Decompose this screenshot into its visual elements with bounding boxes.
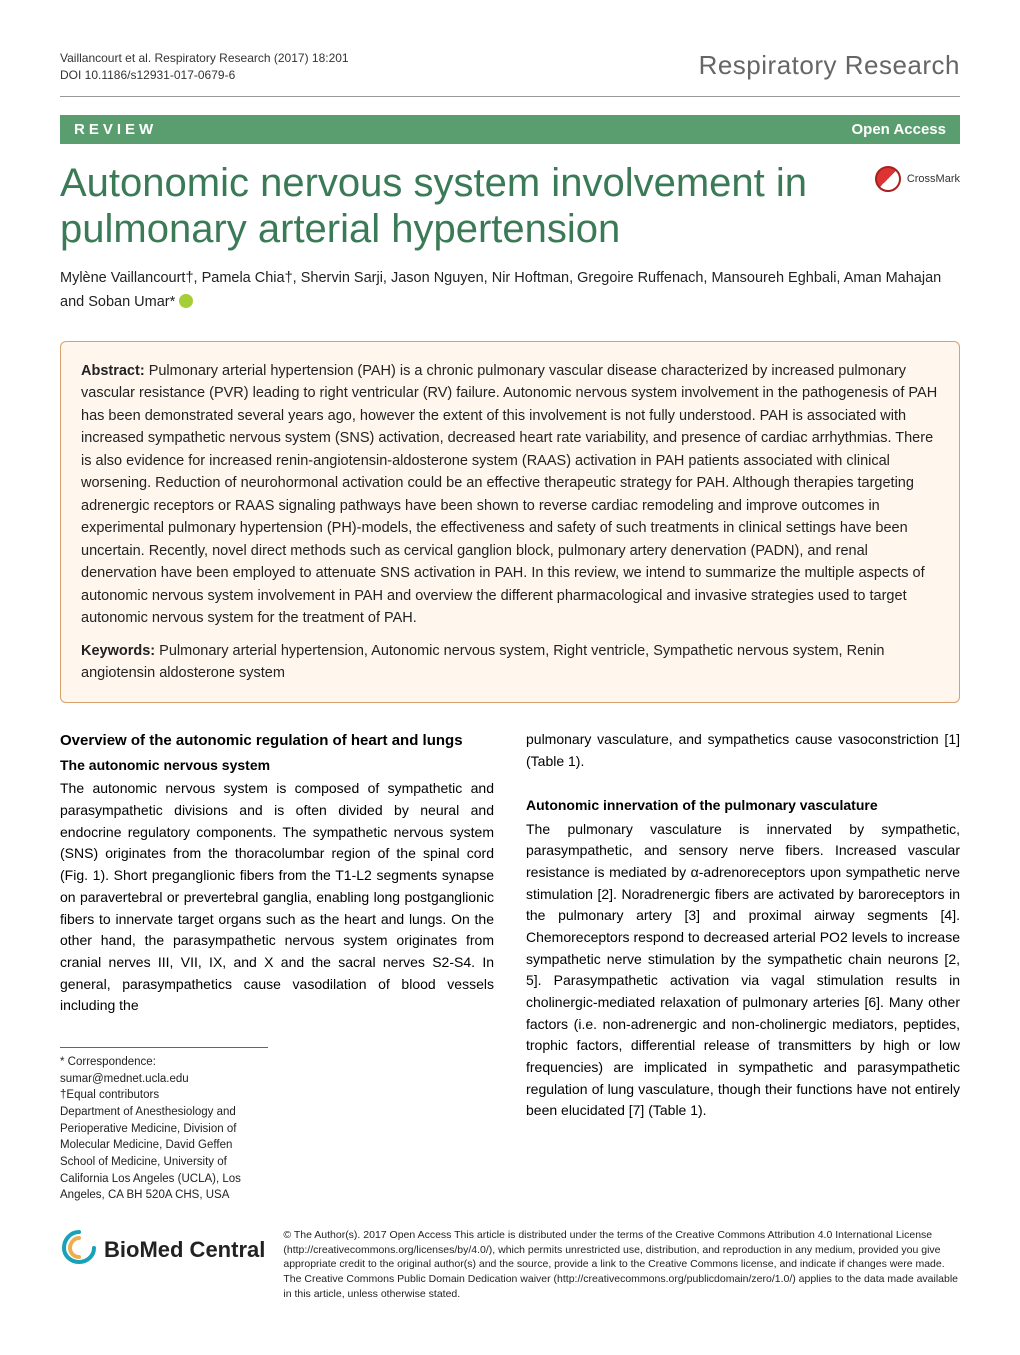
authors-line: Mylène Vaillancourt†, Pamela Chia†, Sher… bbox=[60, 266, 960, 315]
affiliation-line: Department of Anesthesiology and Periope… bbox=[60, 1104, 268, 1204]
correspondence-line: * Correspondence: sumar@mednet.ucla.edu bbox=[60, 1054, 268, 1087]
article-title: Autonomic nervous system involvement in … bbox=[60, 160, 863, 252]
crossmark-icon bbox=[875, 166, 901, 192]
title-row: Autonomic nervous system involvement in … bbox=[60, 160, 960, 252]
open-access-label: Open Access bbox=[852, 121, 947, 138]
equal-contributors-line: †Equal contributors bbox=[60, 1087, 268, 1104]
footer: BioMed Central © The Author(s). 2017 Ope… bbox=[60, 1228, 960, 1301]
running-header-left: Vaillancourt et al. Respiratory Research… bbox=[60, 50, 349, 84]
body-paragraph: The autonomic nervous system is composed… bbox=[60, 778, 494, 1017]
abstract-paragraph: Abstract: Pulmonary arterial hypertensio… bbox=[81, 360, 939, 630]
citation-line: Vaillancourt et al. Respiratory Research… bbox=[60, 50, 349, 67]
keywords-paragraph: Keywords: Pulmonary arterial hypertensio… bbox=[81, 640, 939, 685]
abstract-label: Abstract: bbox=[81, 363, 145, 379]
body-paragraph: pulmonary vasculature, and sympathetics … bbox=[526, 729, 960, 772]
doi-line: DOI 10.1186/s12931-017-0679-6 bbox=[60, 67, 349, 84]
keywords-text: Pulmonary arterial hypertension, Autonom… bbox=[81, 643, 885, 681]
running-header: Vaillancourt et al. Respiratory Research… bbox=[60, 50, 960, 84]
section-heading: Overview of the autonomic regulation of … bbox=[60, 729, 494, 752]
publisher-name: BioMed Central bbox=[104, 1237, 265, 1263]
page: Vaillancourt et al. Respiratory Research… bbox=[0, 0, 1020, 1341]
header-divider bbox=[60, 96, 960, 97]
right-column: pulmonary vasculature, and sympathetics … bbox=[526, 729, 960, 1204]
body-paragraph: The pulmonary vasculature is innervated … bbox=[526, 819, 960, 1123]
keywords-label: Keywords: bbox=[81, 643, 155, 659]
subsection-heading: The autonomic nervous system bbox=[60, 755, 494, 777]
left-column: Overview of the autonomic regulation of … bbox=[60, 729, 494, 1204]
license-text: © The Author(s). 2017 Open Access This a… bbox=[283, 1228, 960, 1301]
crossmark-badge[interactable]: CrossMark bbox=[875, 166, 960, 192]
footnotes: * Correspondence: sumar@mednet.ucla.edu … bbox=[60, 1047, 268, 1204]
review-label: REVIEW bbox=[74, 121, 157, 138]
subsection-heading: Autonomic innervation of the pulmonary v… bbox=[526, 795, 960, 817]
journal-name: Respiratory Research bbox=[699, 50, 960, 81]
crossmark-label: CrossMark bbox=[907, 173, 960, 185]
abstract-box: Abstract: Pulmonary arterial hypertensio… bbox=[60, 341, 960, 704]
abstract-body: Pulmonary arterial hypertension (PAH) is… bbox=[81, 363, 937, 626]
body-columns: Overview of the autonomic regulation of … bbox=[60, 729, 960, 1204]
biomed-swirl-icon bbox=[60, 1228, 98, 1272]
publisher-logo[interactable]: BioMed Central bbox=[60, 1228, 265, 1272]
review-bar: REVIEW Open Access bbox=[60, 115, 960, 144]
orcid-icon[interactable] bbox=[179, 294, 193, 308]
